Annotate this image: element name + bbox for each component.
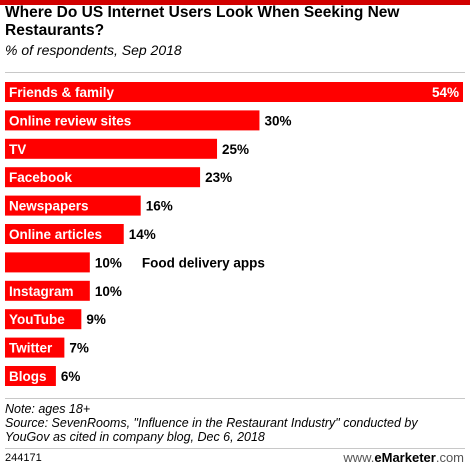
- category-label: Twitter: [9, 341, 53, 356]
- value-label: 6%: [61, 369, 81, 384]
- category-label: Instagram: [9, 284, 74, 299]
- brand-name: eMarketer: [374, 450, 436, 465]
- bar: [5, 309, 82, 330]
- top-divider: [5, 72, 465, 73]
- category-label: Online review sites: [9, 113, 131, 128]
- value-label: 54%: [432, 85, 459, 100]
- bar: [5, 252, 90, 273]
- bar: [5, 366, 56, 386]
- bar: [5, 337, 65, 358]
- category-label: Newspapers: [9, 199, 89, 214]
- bar: [5, 110, 260, 131]
- chart-subtitle: % of respondents, Sep 2018: [5, 42, 182, 58]
- bar: [5, 195, 141, 216]
- brand-prefix: www.: [343, 450, 375, 465]
- category-label: Online articles: [9, 227, 102, 242]
- bar-chart: Friends & family 54% Online review sites 30…: [5, 82, 463, 386]
- category-label: TV: [9, 142, 26, 157]
- emarketer-logo: www.eMarketer.com: [343, 450, 464, 465]
- header-accent-bar: [0, 0, 470, 5]
- chart-id: 244171: [5, 452, 42, 464]
- bar: [5, 224, 124, 244]
- value-label: 23%: [205, 170, 232, 185]
- category-label: Friends & family: [9, 85, 115, 100]
- bar: [5, 280, 90, 301]
- value-label: 9%: [86, 312, 106, 327]
- value-label: 10%: [95, 255, 122, 270]
- value-label: 10%: [95, 284, 122, 299]
- chart-title: Where Do US Internet Users Look When See…: [5, 4, 400, 39]
- value-label: 7%: [69, 341, 89, 356]
- category-label: Food delivery apps: [142, 255, 265, 270]
- value-label: 16%: [146, 199, 173, 214]
- value-label: 25%: [222, 142, 249, 157]
- footer-divider: [5, 398, 465, 399]
- bar: [5, 138, 218, 159]
- bar: [5, 82, 463, 102]
- category-label: YouTube: [9, 312, 65, 327]
- category-label: Blogs: [9, 369, 47, 384]
- category-label: Facebook: [9, 170, 73, 185]
- chart-note: Note: ages 18+: [5, 402, 91, 416]
- brand-suffix: .com: [435, 450, 464, 465]
- value-label: 30%: [264, 113, 291, 128]
- chart-source: Source: SevenRooms, "Influence in the Re…: [5, 416, 418, 444]
- value-label: 14%: [129, 227, 156, 242]
- bottom-divider: [5, 448, 465, 449]
- bar: [5, 167, 201, 188]
